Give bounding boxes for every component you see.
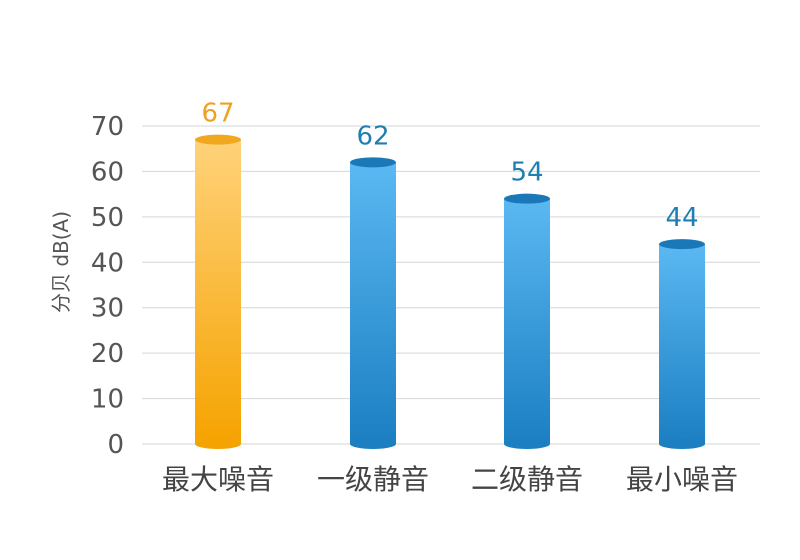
- y-tick-label: 20: [91, 339, 124, 369]
- data-label: 54: [510, 158, 543, 188]
- bar-4: [659, 239, 705, 449]
- x-category-label: 最大噪音: [162, 463, 274, 496]
- y-axis-label: 分贝 dB(A): [49, 211, 73, 313]
- x-category-label: 最小噪音: [626, 463, 738, 496]
- y-tick-label: 10: [91, 385, 124, 415]
- bar-3: [504, 193, 550, 449]
- data-label: 67: [201, 99, 234, 129]
- bar-base: [659, 439, 705, 449]
- bar-cap: [195, 134, 241, 145]
- bar-base: [504, 439, 550, 449]
- y-axis-ticks: 0 10 20 30 40 50 60 70: [91, 112, 124, 460]
- bar-body: [195, 139, 241, 444]
- bar-body: [350, 162, 396, 445]
- y-tick-label: 40: [91, 248, 124, 278]
- data-labels: 67 62 54 44: [201, 99, 698, 233]
- y-tick-label: 60: [91, 157, 124, 187]
- bar-cap: [350, 157, 396, 168]
- bar-body: [504, 198, 550, 444]
- bar-cap: [659, 239, 705, 250]
- y-tick-label: 70: [91, 112, 124, 142]
- gridlines: [142, 125, 760, 445]
- y-tick-label: 50: [91, 203, 124, 233]
- y-tick-label: 0: [107, 430, 124, 460]
- x-category-label: 一级静音: [317, 463, 429, 496]
- bar-base: [195, 439, 241, 449]
- data-label: 62: [356, 121, 389, 151]
- x-category-label: 二级静音: [471, 463, 583, 496]
- bar-2: [350, 157, 396, 449]
- bars: [195, 134, 705, 449]
- bar-1: [195, 134, 241, 449]
- y-tick-label: 30: [91, 294, 124, 324]
- bar-cap: [504, 193, 550, 204]
- bar-body: [659, 244, 705, 444]
- data-label: 44: [665, 203, 698, 233]
- x-axis-categories: 最大噪音 一级静音 二级静音 最小噪音: [162, 463, 738, 496]
- bar-base: [350, 439, 396, 449]
